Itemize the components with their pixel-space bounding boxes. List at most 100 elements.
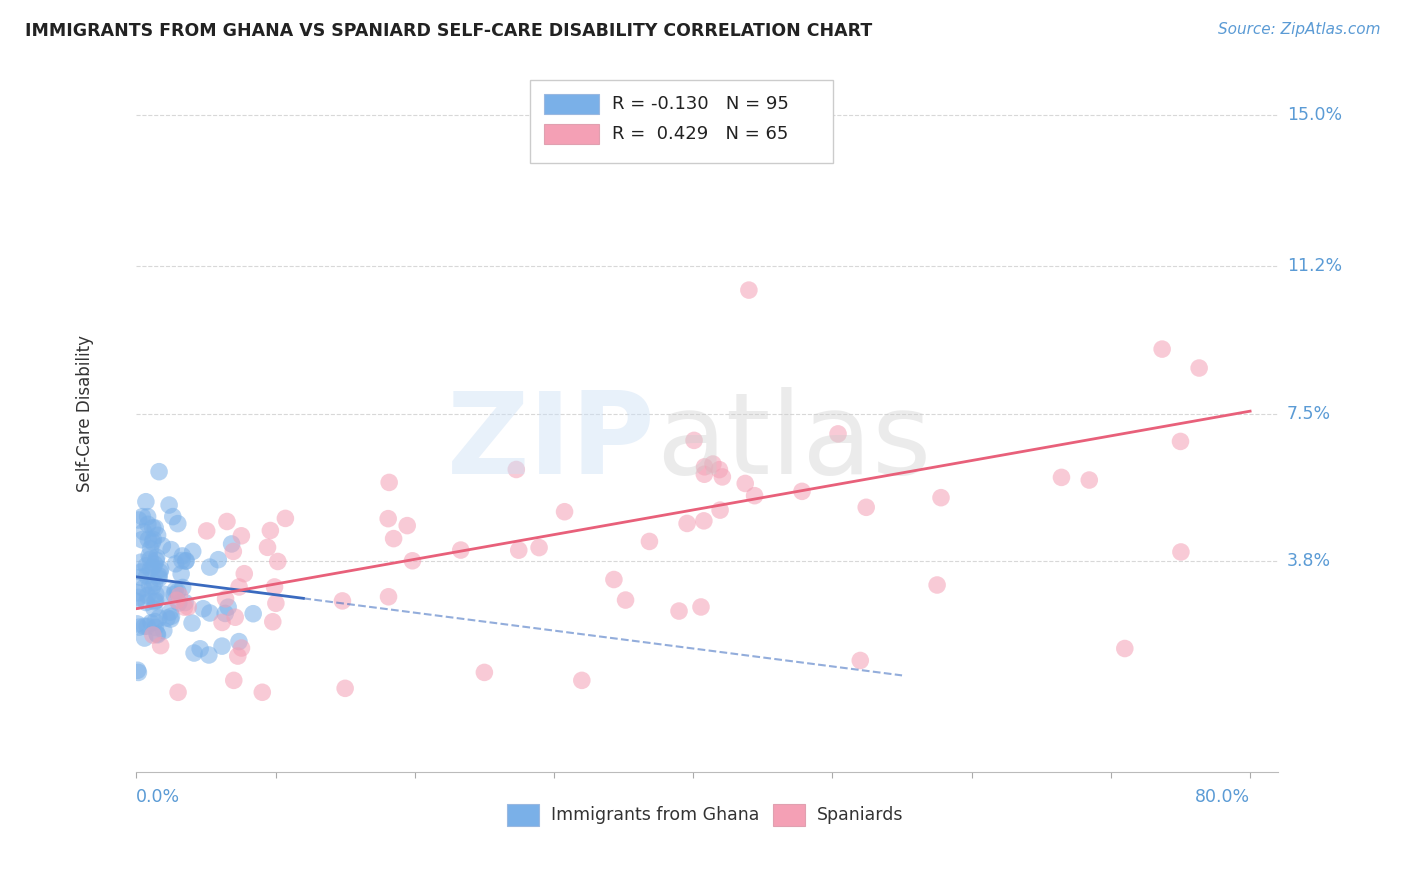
Point [135, 494, 157, 508]
Point [222, 673, 245, 688]
Point [129, 555, 152, 569]
Point [146, 528, 169, 542]
Point [378, 475, 401, 490]
Point [139, 615, 162, 630]
Point [377, 590, 399, 604]
Point [228, 580, 250, 594]
Point [128, 591, 150, 605]
Point [128, 620, 150, 634]
Point [571, 673, 593, 688]
Point [143, 575, 166, 590]
Point [173, 600, 195, 615]
Point [264, 596, 287, 610]
Point [233, 566, 256, 581]
Point [211, 615, 233, 630]
Point [148, 465, 170, 479]
Point [143, 601, 166, 615]
Point [160, 542, 183, 557]
Point [166, 593, 188, 607]
Point [166, 516, 188, 531]
Point [153, 587, 176, 601]
Point [332, 594, 354, 608]
Point [170, 553, 193, 567]
Point [855, 500, 877, 515]
Point [262, 615, 284, 629]
Point [159, 605, 181, 619]
Point [149, 562, 172, 576]
Point [148, 568, 170, 582]
Text: Source: ZipAtlas.com: Source: ZipAtlas.com [1218, 22, 1381, 37]
Point [614, 593, 637, 607]
Point [135, 568, 157, 582]
Point [188, 641, 211, 656]
FancyBboxPatch shape [508, 805, 540, 826]
Point [505, 462, 527, 476]
Point [207, 552, 229, 566]
Point [198, 606, 221, 620]
Point [259, 524, 281, 538]
Point [132, 524, 155, 539]
Point [167, 685, 190, 699]
Text: 80.0%: 80.0% [1195, 788, 1250, 805]
Point [508, 543, 530, 558]
Point [222, 544, 245, 558]
Point [139, 552, 162, 566]
Point [132, 581, 155, 595]
Text: 3.8%: 3.8% [1286, 552, 1331, 570]
Text: 0.0%: 0.0% [136, 788, 180, 805]
Point [181, 615, 204, 630]
Point [142, 580, 165, 594]
Point [143, 620, 166, 634]
Point [927, 578, 949, 592]
Point [252, 685, 274, 699]
Point [156, 611, 179, 625]
Text: Self-Care Disability: Self-Care Disability [76, 335, 94, 492]
Point [136, 509, 159, 524]
Point [214, 607, 236, 621]
Point [129, 565, 152, 579]
Point [127, 665, 149, 680]
Point [333, 681, 356, 696]
Point [174, 596, 197, 610]
Point [554, 505, 576, 519]
Point [198, 560, 221, 574]
Point [174, 554, 197, 568]
Point [125, 594, 148, 608]
Point [214, 591, 236, 606]
Point [127, 586, 149, 600]
Point [149, 639, 172, 653]
FancyBboxPatch shape [530, 80, 832, 162]
Point [157, 498, 180, 512]
Point [1078, 473, 1101, 487]
Point [142, 628, 165, 642]
Point [136, 533, 159, 547]
Point [231, 640, 253, 655]
FancyBboxPatch shape [544, 94, 599, 114]
Point [256, 541, 278, 555]
Point [150, 539, 173, 553]
Point [382, 532, 405, 546]
Point [142, 521, 165, 535]
Point [143, 557, 166, 571]
Point [1170, 545, 1192, 559]
Point [1152, 342, 1174, 356]
Text: R =  0.429   N = 65: R = 0.429 N = 65 [613, 125, 789, 143]
Point [738, 283, 761, 297]
Point [690, 599, 713, 614]
Point [145, 553, 167, 567]
Point [195, 524, 218, 538]
Point [135, 558, 157, 573]
Point [139, 541, 162, 556]
Point [1114, 641, 1136, 656]
Point [827, 426, 849, 441]
Point [211, 639, 233, 653]
Point [172, 549, 194, 563]
Point [142, 533, 165, 547]
Point [181, 544, 204, 558]
Point [143, 595, 166, 609]
Text: 11.2%: 11.2% [1286, 257, 1343, 276]
Point [136, 619, 159, 633]
Point [143, 615, 166, 629]
Point [1188, 361, 1211, 376]
Point [191, 601, 214, 615]
